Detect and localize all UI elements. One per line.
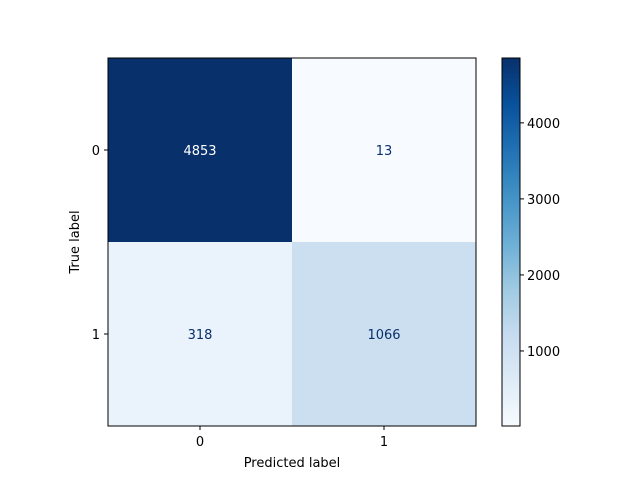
heatmap-cell-labels: 4853 13 318 1066 — [183, 144, 400, 343]
y-axis-ticks: 01 — [92, 144, 108, 343]
x-axis-label: Predicted label — [244, 456, 341, 471]
heatmap-cell — [292, 242, 476, 426]
y-axis-label: True label — [68, 210, 83, 274]
heatmap-cells — [108, 58, 476, 426]
cell-value-label: 318 — [188, 328, 213, 343]
colorbar-tick-label: 4000 — [527, 117, 560, 132]
heatmap-cell — [108, 58, 292, 242]
heatmap-cell — [292, 58, 476, 242]
colorbar-tick-label: 2000 — [527, 269, 560, 284]
colorbar — [501, 57, 521, 427]
cell-value-label: 4853 — [183, 144, 216, 159]
colorbar-tick-label: 3000 — [527, 193, 560, 208]
colorbar-tick-label: 1000 — [527, 345, 560, 360]
plot-frame — [107, 57, 477, 427]
x-tick-label: 0 — [196, 435, 204, 450]
colorbar-ticks: 1000 2000 3000 4000 — [520, 117, 560, 360]
cell-value-label: 1066 — [367, 328, 400, 343]
y-tick-label: 1 — [92, 328, 100, 343]
cell-value-label: 13 — [376, 144, 393, 159]
y-tick-label: 0 — [92, 144, 100, 159]
x-tick-label: 1 — [380, 435, 388, 450]
heatmap-cell — [108, 242, 292, 426]
